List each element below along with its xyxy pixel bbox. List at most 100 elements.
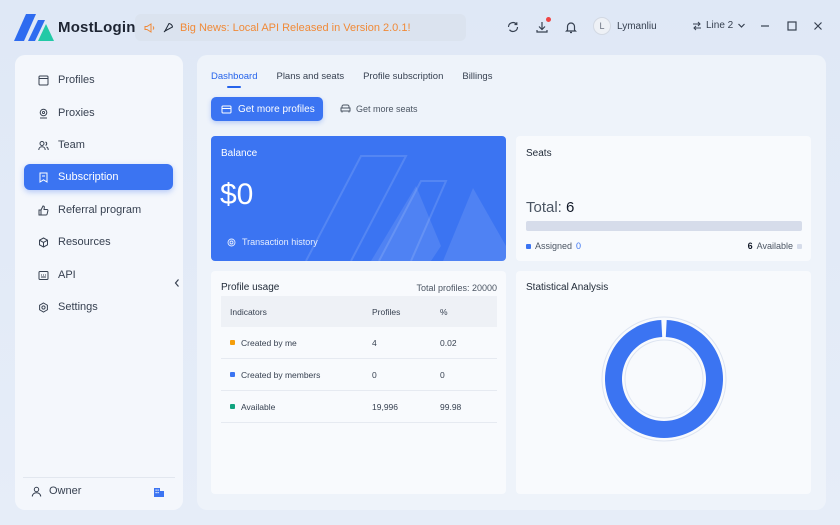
tab-profile-subscription[interactable]: Profile subscription <box>363 71 444 82</box>
table-row: Created by members 0 0 <box>221 359 497 391</box>
column-percent: % <box>440 306 448 317</box>
get-more-seats-label: Get more seats <box>356 103 418 114</box>
get-more-profiles-button[interactable]: Get more profiles <box>211 97 323 121</box>
available-swatch <box>797 243 802 249</box>
balance-title: Balance <box>221 148 258 159</box>
thumbs-up-icon <box>38 204 49 215</box>
statistical-analysis-title: Statistical Analysis <box>526 282 609 293</box>
minimize-button[interactable] <box>758 19 772 33</box>
sidebar-item-label: Proxies <box>58 107 95 119</box>
balance-card: Balance $0 Transaction history <box>211 136 506 261</box>
table-row: Available 19,996 99.98 <box>221 391 497 423</box>
row-percent: 0.02 <box>440 337 457 348</box>
api-icon <box>38 270 49 280</box>
sidebar-item-label: API <box>58 269 76 281</box>
sofa-icon <box>340 104 351 113</box>
seats-usage-bar <box>526 221 802 231</box>
row-percent: 99.98 <box>440 401 462 412</box>
user-icon <box>31 486 42 497</box>
tab-plans-and-seats[interactable]: Plans and seats <box>276 71 345 82</box>
profile-usage-title: Profile usage <box>221 282 280 293</box>
close-button[interactable] <box>811 19 825 33</box>
window-icon <box>38 75 49 85</box>
gear-icon <box>39 301 48 313</box>
column-profiles: Profiles <box>372 306 401 317</box>
donut-available-segment <box>605 320 723 438</box>
cube-icon <box>39 236 48 248</box>
role-indicator: Owner <box>31 485 81 497</box>
chevron-left-icon <box>174 279 179 287</box>
news-banner[interactable]: Big News: Local API Released in Version … <box>135 14 466 41</box>
table-header: Indicators Profiles % <box>221 296 497 327</box>
row-profiles: 19,996 <box>372 401 398 412</box>
maximize-button[interactable] <box>785 19 799 33</box>
avatar: L <box>593 17 611 35</box>
sidebar-item-team[interactable]: Team <box>24 132 173 158</box>
megaphone-icon <box>144 22 155 33</box>
line-label: Line 2 <box>706 20 734 31</box>
sidebar-item-subscription[interactable]: Subscription <box>24 164 173 190</box>
transaction-history-link[interactable]: Transaction history <box>227 237 318 247</box>
team-icon <box>38 140 49 150</box>
transaction-history-label: Transaction history <box>242 237 318 247</box>
sidebar-divider <box>23 477 175 478</box>
donut-chart <box>601 316 727 442</box>
seats-assigned: Assigned 0 <box>526 241 581 251</box>
profile-usage-card: Profile usage Total profiles: 20000 Indi… <box>211 271 506 494</box>
role-label: Owner <box>49 485 82 497</box>
tab-bar: Dashboard Plans and seats Profile subscr… <box>211 71 492 88</box>
row-indicator: Created by me <box>241 337 297 348</box>
sidebar-item-label: Profiles <box>58 74 95 86</box>
sidebar-item-api[interactable]: API <box>24 262 173 288</box>
user-menu[interactable]: L Lymanliu <box>593 17 657 35</box>
sidebar-item-proxies[interactable]: Proxies <box>24 100 173 126</box>
column-indicators: Indicators <box>230 306 267 317</box>
sidebar-item-profiles[interactable]: Profiles <box>24 67 173 93</box>
get-more-profiles-label: Get more profiles <box>238 103 315 115</box>
seats-available: 6 Available <box>748 241 802 251</box>
available-label: Available <box>756 241 793 251</box>
sidebar: Profiles Proxies Team Subscription Refer… <box>15 55 183 510</box>
sidebar-item-settings[interactable]: Settings <box>24 294 173 320</box>
main-panel: Dashboard Plans and seats Profile subscr… <box>197 55 826 510</box>
download-icon[interactable] <box>534 17 551 35</box>
created-by-members-swatch <box>230 372 235 377</box>
row-indicator: Created by members <box>241 369 321 380</box>
row-percent: 0 <box>440 369 445 380</box>
available-value: 6 <box>747 241 753 251</box>
bell-icon[interactable] <box>563 19 579 35</box>
seats-card: Seats Total: 6 Assigned 0 6 Available <box>516 136 811 261</box>
balance-decoration <box>305 155 506 261</box>
seats-total-label: Total: <box>526 199 562 216</box>
sidebar-item-referral[interactable]: Referral program <box>24 197 173 223</box>
user-name: Lymanliu <box>617 20 657 32</box>
assigned-label: Assigned <box>535 241 573 251</box>
total-profiles: Total profiles: 20000 <box>416 283 497 293</box>
available-row-swatch <box>230 404 235 409</box>
seats-title: Seats <box>526 148 552 159</box>
card-icon <box>221 105 232 113</box>
app-name: MostLogin <box>58 19 136 36</box>
location-icon <box>39 108 48 118</box>
row-indicator: Available <box>241 401 276 412</box>
collapse-sidebar-button[interactable] <box>170 266 183 300</box>
line-selector[interactable]: Line 2 <box>692 20 746 31</box>
statistical-analysis-card: Statistical Analysis <box>516 271 811 494</box>
app-logo <box>14 14 54 41</box>
created-by-me-swatch <box>230 340 235 345</box>
tab-billings[interactable]: Billings <box>462 71 493 82</box>
table-row: Created by me 4 0.02 <box>221 327 497 359</box>
row-profiles: 4 <box>372 337 377 348</box>
chevron-down-icon <box>738 23 746 28</box>
tab-dashboard[interactable]: Dashboard <box>211 71 257 88</box>
get-more-seats-button[interactable]: Get more seats <box>340 103 418 114</box>
assigned-swatch <box>526 243 531 249</box>
news-text: Big News: Local API Released in Version … <box>180 21 411 34</box>
balance-amount: $0 <box>220 178 254 211</box>
coin-icon <box>227 238 236 246</box>
sidebar-item-resources[interactable]: Resources <box>24 229 173 255</box>
sidebar-item-label: Resources <box>58 236 111 248</box>
profile-usage-table: Indicators Profiles % Created by me 4 0.… <box>221 296 497 423</box>
organization-icon[interactable] <box>153 486 165 501</box>
sync-icon[interactable] <box>505 19 521 35</box>
